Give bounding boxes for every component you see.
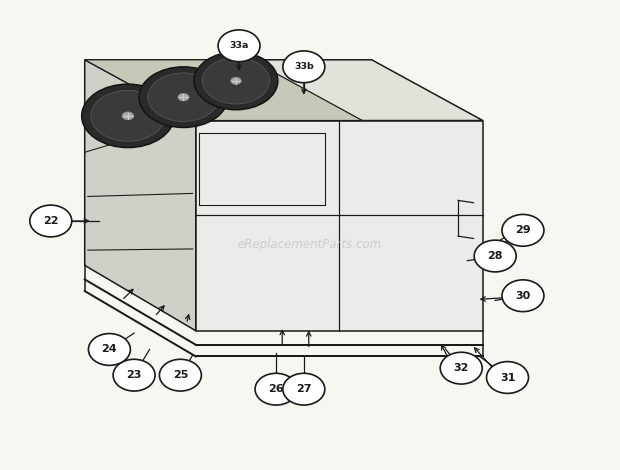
Polygon shape — [196, 120, 483, 331]
Text: 29: 29 — [515, 225, 531, 235]
Circle shape — [487, 361, 528, 393]
Ellipse shape — [122, 112, 134, 120]
Circle shape — [113, 359, 155, 391]
Circle shape — [440, 352, 482, 384]
Polygon shape — [85, 60, 362, 120]
Text: 33b: 33b — [294, 63, 314, 71]
Circle shape — [283, 373, 325, 405]
Text: 30: 30 — [515, 291, 531, 301]
Text: eReplacementParts.com: eReplacementParts.com — [238, 238, 382, 251]
Circle shape — [283, 51, 325, 83]
Text: 32: 32 — [454, 363, 469, 373]
Text: 24: 24 — [102, 345, 117, 354]
Ellipse shape — [91, 90, 165, 141]
Circle shape — [30, 205, 72, 237]
Text: 27: 27 — [296, 384, 312, 394]
Circle shape — [159, 359, 202, 391]
Ellipse shape — [148, 73, 219, 121]
Ellipse shape — [82, 84, 174, 148]
Text: 28: 28 — [487, 251, 503, 261]
Text: 23: 23 — [126, 370, 142, 380]
Circle shape — [218, 30, 260, 62]
Ellipse shape — [178, 94, 189, 101]
Text: 26: 26 — [268, 384, 284, 394]
Ellipse shape — [231, 77, 241, 85]
Polygon shape — [85, 60, 483, 120]
Circle shape — [502, 214, 544, 246]
Circle shape — [89, 334, 130, 365]
Ellipse shape — [202, 58, 270, 104]
Circle shape — [474, 240, 516, 272]
Text: 22: 22 — [43, 216, 58, 226]
Circle shape — [255, 373, 297, 405]
Ellipse shape — [139, 67, 228, 127]
Text: 25: 25 — [173, 370, 188, 380]
Circle shape — [502, 280, 544, 312]
Ellipse shape — [194, 52, 278, 110]
Polygon shape — [85, 60, 196, 331]
Text: 31: 31 — [500, 373, 515, 383]
Text: 33a: 33a — [229, 41, 249, 50]
